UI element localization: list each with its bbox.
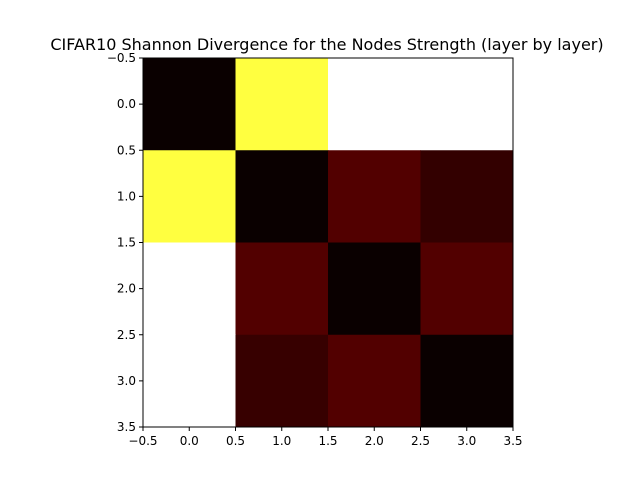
- heatmap-cell: [420, 242, 514, 336]
- y-tick-label: 3.0: [117, 374, 136, 388]
- x-tick-label: 1.5: [318, 434, 337, 448]
- axes-frame: [142, 57, 514, 428]
- heatmap-cell: [235, 58, 329, 151]
- heatmap-cell: [143, 150, 236, 243]
- x-tick-label: 3.5: [503, 434, 522, 448]
- y-tick-label: 1.5: [117, 236, 136, 250]
- heatmap-cell: [420, 334, 514, 428]
- y-tick-label: 0.0: [117, 97, 136, 111]
- heatmap-cell: [143, 58, 236, 151]
- heatmap-cells: [143, 58, 514, 428]
- x-tick-label: 3.0: [457, 434, 476, 448]
- heatmap-cell: [143, 242, 236, 336]
- x-tick-label: 1.0: [272, 434, 291, 448]
- heatmap-cell: [328, 58, 421, 151]
- y-tick-label: 3.5: [117, 420, 136, 434]
- heatmap-cell: [235, 334, 329, 428]
- heatmap-cell: [143, 334, 236, 428]
- heatmap-cell: [328, 334, 421, 428]
- heatmap-cell: [235, 242, 329, 336]
- heatmap-cell: [328, 242, 421, 336]
- heatmap-cell: [235, 150, 329, 243]
- x-axis-ticks: −0.5 0.0 0.5 1.0 1.5 2.0 2.5 3.0 3.5: [128, 427, 523, 448]
- heatmap-cell: [420, 58, 514, 151]
- y-tick-label: 1.0: [117, 189, 136, 203]
- x-tick-label: 0.0: [180, 434, 199, 448]
- heatmap-cell: [420, 150, 514, 243]
- chart-title: CIFAR10 Shannon Divergence for the Nodes…: [50, 35, 603, 54]
- y-axis-ticks: −0.5 0.0 0.5 1.0 1.5 2.0 2.5 3.0 3.5: [107, 51, 143, 434]
- heatmap-cell: [328, 150, 421, 243]
- x-tick-label: 0.5: [226, 434, 245, 448]
- x-tick-label: −0.5: [128, 434, 157, 448]
- y-tick-label: 2.5: [117, 328, 136, 342]
- y-tick-label: 2.0: [117, 282, 136, 296]
- y-tick-label: −0.5: [107, 51, 136, 65]
- x-tick-label: 2.0: [365, 434, 384, 448]
- y-tick-label: 0.5: [117, 143, 136, 157]
- x-tick-label: 2.5: [411, 434, 430, 448]
